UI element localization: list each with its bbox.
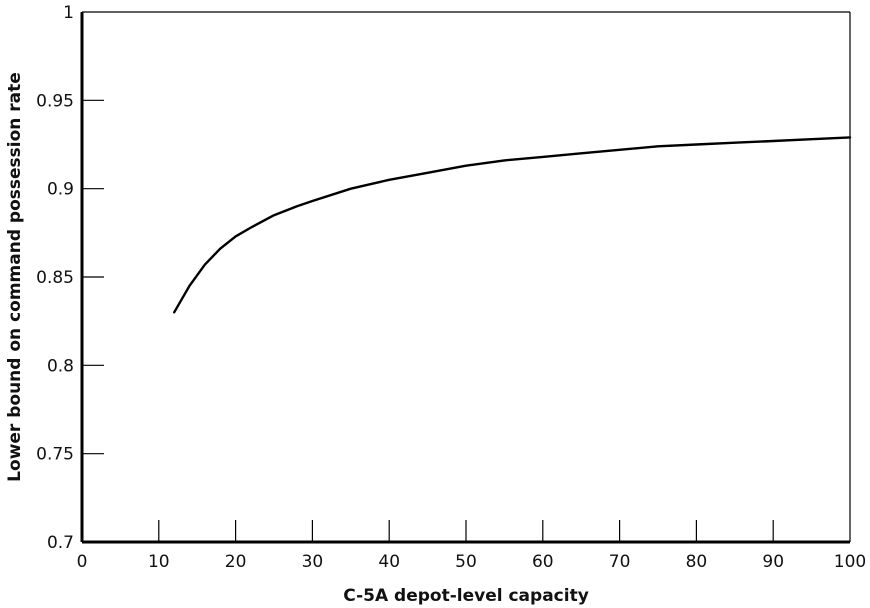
series-line: [172, 136, 852, 314]
y-tick-label: 0.9: [47, 180, 74, 200]
y-axis-ticks: 0.7 0.75 0.8 0.85 0.9 0.95 1: [36, 3, 104, 553]
x-tick-label: 10: [148, 552, 170, 572]
y-tick-label: 0.95: [36, 91, 74, 111]
x-tick-label: 50: [455, 552, 477, 572]
x-tick-label: 40: [378, 552, 400, 572]
x-tick-label: 100: [834, 552, 866, 572]
y-tick-label: 0.75: [36, 445, 74, 465]
x-tick-label: 90: [762, 552, 784, 572]
y-tick-label: 0.85: [36, 268, 74, 288]
x-axis-ticks: 0 10 20 30 40 50 60 70 80 90 100: [77, 520, 866, 572]
x-tick-label: 60: [532, 552, 554, 572]
x-tick-label: 20: [225, 552, 247, 572]
series-group: [172, 136, 852, 314]
y-tick-label: 0.7: [47, 533, 74, 553]
x-tick-label: 0: [77, 552, 88, 572]
y-tick-label: 1: [63, 3, 74, 23]
x-tick-label: 70: [609, 552, 631, 572]
x-tick-label: 30: [302, 552, 324, 572]
y-axis-title: Lower bound on command possession rate: [5, 72, 25, 482]
x-axis-title: C-5A depot-level capacity: [343, 586, 589, 606]
y-tick-label: 0.8: [47, 356, 74, 376]
x-tick-label: 80: [686, 552, 708, 572]
